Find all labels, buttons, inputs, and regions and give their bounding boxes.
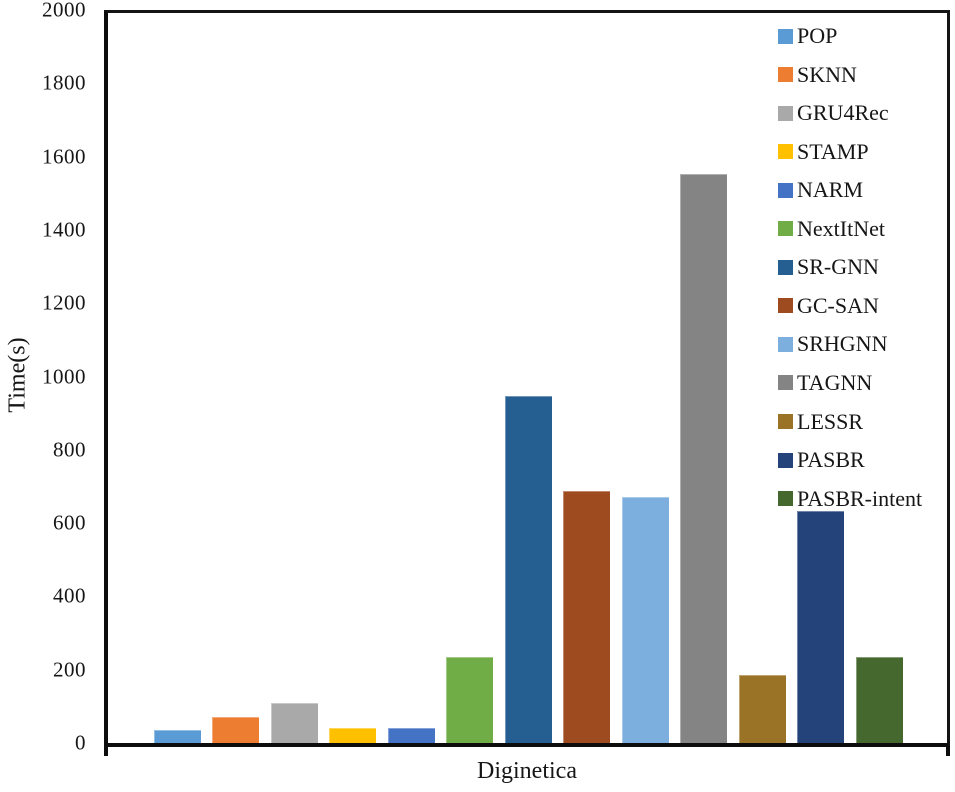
bar-SRHGNN	[621, 497, 669, 743]
y-tick-label-0: 0	[75, 730, 86, 755]
legend-label: NextItNet	[797, 215, 885, 241]
bar-LESSR	[738, 675, 786, 743]
bar-NARM	[387, 728, 435, 743]
legend-label: PASBR-intent	[797, 485, 923, 511]
legend-label: SKNN	[797, 61, 857, 87]
legend-swatch-icon	[778, 298, 793, 314]
y-tick-label-600: 600	[53, 510, 86, 535]
legend-label: LESSR	[797, 408, 864, 434]
bar-GRU4Rec	[270, 703, 318, 743]
legend-item-SKNN: SKNN	[778, 61, 857, 87]
x-axis-right-tick	[946, 747, 950, 756]
legend-label: STAMP	[797, 138, 869, 164]
bar-SKNN	[212, 717, 259, 743]
y-tick-label-200: 200	[53, 657, 86, 682]
legend-label: TAGNN	[797, 369, 873, 395]
legend-item-GC-SAN: GC-SAN	[778, 292, 879, 318]
legend-item-SRHGNN: SRHGNN	[778, 333, 887, 355]
legend-label: GRU4Rec	[797, 100, 889, 126]
bar-POP	[153, 730, 201, 743]
x-axis-category-label: Diginetica	[477, 758, 577, 784]
x-axis-left-tick	[104, 747, 108, 756]
legend-item-SR-GNN: SR-GNN	[778, 256, 879, 278]
legend-label: POP	[797, 23, 838, 48]
legend-swatch-icon	[778, 336, 793, 352]
bar-NextItNet	[446, 657, 493, 743]
legend-swatch-icon	[778, 452, 793, 468]
bar-STAMP	[329, 728, 376, 743]
legend-swatch-icon	[778, 28, 793, 44]
bar-TAGNN	[680, 174, 727, 743]
legend-item-TAGNN: TAGNN	[778, 369, 873, 395]
legend-item-NARM: NARM	[778, 179, 863, 201]
y-tick-label-1200: 1200	[42, 290, 86, 315]
y-tick-label-1800: 1800	[42, 70, 86, 95]
legend-label: GC-SAN	[797, 292, 879, 318]
y-tick-label-1600: 1600	[42, 144, 86, 169]
legend-swatch-icon	[778, 259, 793, 275]
legend-swatch-icon	[778, 144, 793, 160]
bar-PASBR	[797, 511, 844, 743]
legend-swatch-icon	[778, 67, 793, 83]
legend-swatch-icon	[778, 105, 793, 121]
y-tick-label-800: 800	[53, 437, 86, 462]
y-tick-label-400: 400	[53, 583, 86, 608]
y-tick-label-1400: 1400	[42, 217, 86, 242]
bar-PASBR-intent	[855, 657, 903, 743]
bar-SR-GNN	[504, 396, 552, 743]
legend-swatch-icon	[778, 491, 793, 507]
bar-GC-SAN	[563, 491, 610, 743]
legend-label: NARM	[797, 177, 864, 203]
legend-item-PASBR-intent: PASBR-intent	[778, 485, 923, 511]
legend-item-NextItNet: NextItNet	[778, 215, 885, 241]
legend-item-POP: POP	[778, 25, 837, 47]
legend-label: SRHGNN	[797, 331, 888, 357]
y-tick-label-1000: 1000	[42, 364, 86, 388]
legend-swatch-icon	[778, 221, 793, 237]
legend-swatch-icon	[778, 375, 793, 391]
legend-swatch-icon	[778, 182, 793, 198]
legend-item-LESSR: LESSR	[778, 408, 864, 434]
plot-area	[104, 10, 950, 747]
legend-item-PASBR: PASBR	[778, 449, 865, 471]
y-tick-label-2000: 2000	[42, 0, 86, 22]
legend-label: SR-GNN	[797, 254, 879, 280]
legend-swatch-icon	[778, 414, 793, 429]
legend-label: PASBR	[797, 447, 865, 473]
legend-item-STAMP: STAMP	[778, 138, 869, 164]
legend-item-GRU4Rec: GRU4Rec	[778, 102, 889, 124]
